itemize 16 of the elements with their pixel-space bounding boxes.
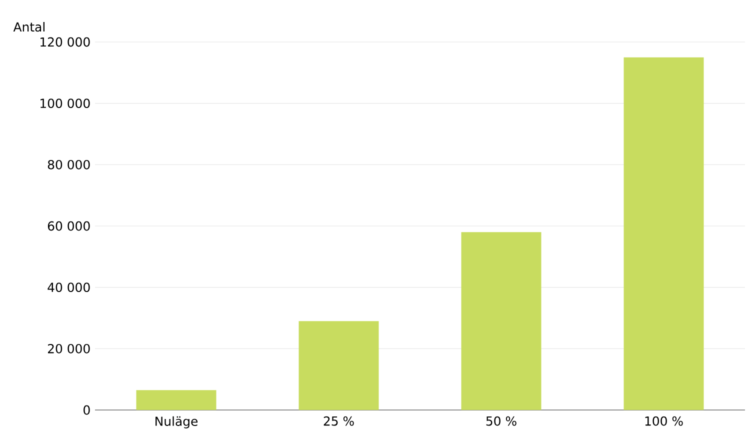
y-tick-label: 80 000	[48, 160, 90, 170]
y-tick-label: 100 000	[40, 98, 90, 108]
y-axis-title: Antal	[13, 22, 44, 32]
bar	[624, 57, 704, 410]
x-tick-label: 100 %	[645, 416, 683, 426]
bar	[461, 232, 542, 410]
y-tick-label: 60 000	[48, 221, 90, 231]
x-tick-label: 25 %	[324, 416, 354, 426]
y-tick-label: 120 000	[40, 37, 90, 47]
y-tick-label: 40 000	[48, 282, 90, 292]
x-tick-label: 50 %	[486, 416, 516, 426]
bar	[298, 321, 379, 410]
x-tick-label: Nuläge	[156, 416, 198, 428]
bar	[136, 390, 216, 410]
y-tick-label: 20 000	[48, 344, 90, 354]
y-tick-label: 0	[84, 405, 90, 415]
